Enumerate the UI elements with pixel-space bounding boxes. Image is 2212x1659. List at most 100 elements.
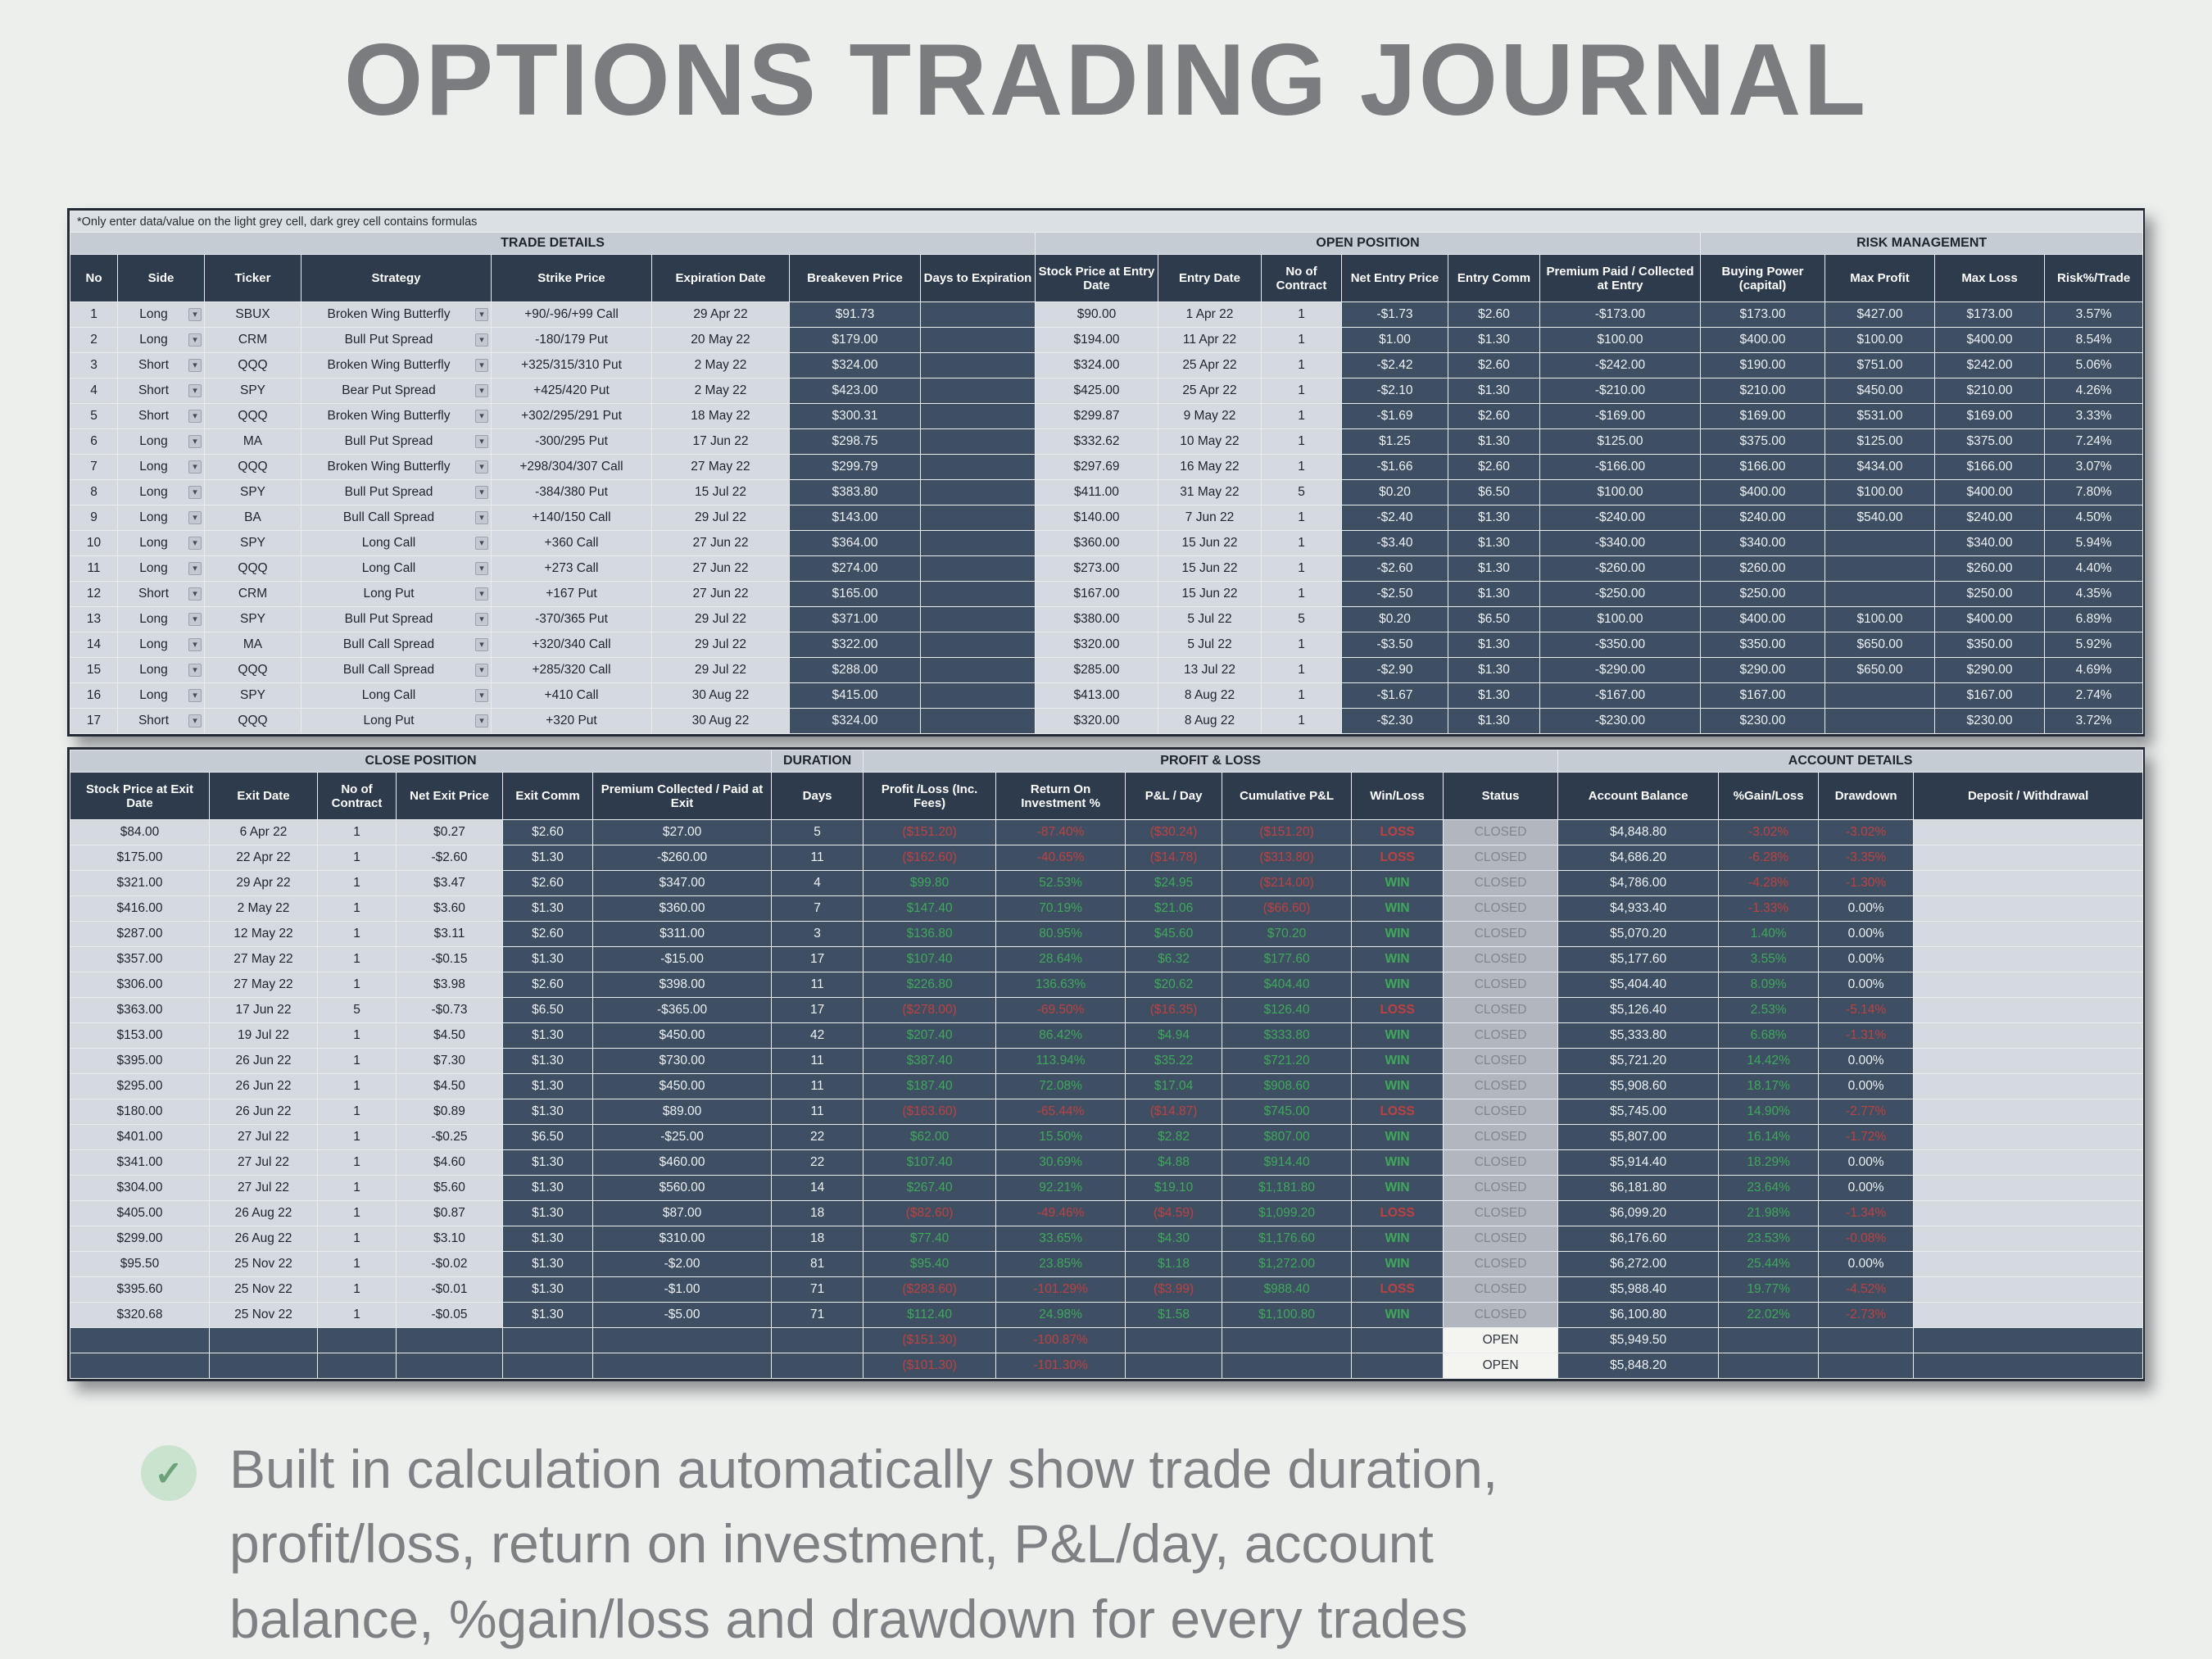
cell-ticker[interactable]: CRM (204, 327, 301, 354)
cell-ticker[interactable]: CRM (204, 581, 301, 608)
cell-net-exit-price[interactable]: $4.60 (396, 1149, 503, 1176)
cell-no[interactable]: 13 (70, 606, 118, 633)
dropdown-arrow-icon[interactable]: ▾ (188, 613, 202, 627)
cell-contracts[interactable]: 1 (317, 845, 397, 872)
cell-expiration-date[interactable]: 30 Aug 22 (651, 708, 790, 735)
cell-net-exit-price[interactable]: $0.87 (396, 1200, 503, 1227)
dropdown-arrow-icon[interactable]: ▾ (475, 714, 488, 728)
cell-exit-date[interactable]: 26 Jun 22 (209, 1073, 318, 1100)
cell-stock-price-entry[interactable]: $299.87 (1035, 403, 1158, 430)
cell-side[interactable]: Long ▾ (117, 454, 205, 481)
cell-stock-price-exit[interactable]: $84.00 (70, 819, 210, 846)
cell-contracts[interactable]: 1 (317, 1073, 397, 1100)
dropdown-arrow-icon[interactable]: ▾ (475, 511, 488, 525)
cell-side[interactable]: Long ▾ (117, 301, 205, 329)
cell-exit-date[interactable]: 17 Jun 22 (209, 997, 318, 1024)
dropdown-arrow-icon[interactable]: ▾ (475, 613, 488, 627)
cell-contracts[interactable]: 1 (317, 1048, 397, 1075)
cell-exit-date[interactable]: 27 May 22 (209, 972, 318, 999)
cell-deposit-withdrawal[interactable] (1913, 819, 2144, 846)
cell-contracts[interactable]: 1 (1261, 682, 1342, 709)
cell-strike-price[interactable]: +410 Call (491, 682, 652, 709)
cell-exit-date[interactable]: 27 Jul 22 (209, 1175, 318, 1202)
cell-contracts[interactable]: 1 (1261, 632, 1342, 659)
cell-contracts[interactable]: 1 (1261, 378, 1342, 405)
cell-strike-price[interactable]: +302/295/291 Put (491, 403, 652, 430)
cell-contracts[interactable]: 1 (317, 1124, 397, 1151)
cell-no[interactable]: 15 (70, 657, 118, 684)
dropdown-arrow-icon[interactable]: ▾ (475, 308, 488, 322)
cell-expiration-date[interactable]: 29 Jul 22 (651, 632, 790, 659)
cell-stock-price-exit[interactable]: $401.00 (70, 1124, 210, 1151)
dropdown-arrow-icon[interactable]: ▾ (188, 537, 202, 551)
cell-contracts[interactable]: 1 (317, 1099, 397, 1126)
cell-no[interactable]: 2 (70, 327, 118, 354)
cell-strategy[interactable]: Bull Put Spread ▾ (301, 327, 492, 354)
cell-ticker[interactable]: QQQ (204, 708, 301, 735)
cell-side[interactable]: Long ▾ (117, 632, 205, 659)
cell-strike-price[interactable]: +325/315/310 Put (491, 352, 652, 379)
cell-deposit-withdrawal[interactable] (1913, 1175, 2144, 1202)
cell-strategy[interactable]: Bull Put Spread ▾ (301, 606, 492, 633)
cell-strike-price[interactable]: +298/304/307 Call (491, 454, 652, 481)
dropdown-arrow-icon[interactable]: ▾ (475, 664, 488, 678)
cell-stock-price-exit[interactable]: $416.00 (70, 895, 210, 922)
cell-stock-price-exit[interactable]: $304.00 (70, 1175, 210, 1202)
cell-exit-date[interactable]: 26 Jun 22 (209, 1048, 318, 1075)
cell-ticker[interactable]: QQQ (204, 454, 301, 481)
cell-stock-price-entry[interactable]: $273.00 (1035, 555, 1158, 582)
cell-ticker[interactable]: SPY (204, 378, 301, 405)
cell-ticker[interactable]: SPY (204, 682, 301, 709)
cell-expiration-date[interactable]: 29 Jul 22 (651, 505, 790, 532)
cell-strategy[interactable]: Long Call ▾ (301, 530, 492, 557)
cell-exit-date[interactable]: 6 Apr 22 (209, 819, 318, 846)
cell-exit-date[interactable]: 27 May 22 (209, 946, 318, 973)
cell-no[interactable]: 7 (70, 454, 118, 481)
cell-deposit-withdrawal[interactable] (1913, 1226, 2144, 1253)
cell-strategy[interactable]: Broken Wing Butterfly ▾ (301, 352, 492, 379)
cell-strategy[interactable]: Long Call ▾ (301, 682, 492, 709)
cell-net-exit-price[interactable]: $0.27 (396, 819, 503, 846)
cell-no[interactable]: 8 (70, 479, 118, 506)
cell-side[interactable]: Long ▾ (117, 505, 205, 532)
dropdown-arrow-icon[interactable]: ▾ (188, 486, 202, 500)
cell-exit-date[interactable]: 26 Aug 22 (209, 1200, 318, 1227)
dropdown-arrow-icon[interactable]: ▾ (188, 689, 202, 703)
cell-deposit-withdrawal[interactable] (1913, 1200, 2144, 1227)
cell-contracts[interactable]: 1 (317, 1276, 397, 1303)
cell-stock-price-exit[interactable]: $357.00 (70, 946, 210, 973)
cell-contracts[interactable]: 1 (1261, 708, 1342, 735)
cell-exit-date[interactable]: 2 May 22 (209, 895, 318, 922)
cell-contracts[interactable]: 1 (317, 895, 397, 922)
cell-net-exit-price[interactable]: -$0.73 (396, 997, 503, 1024)
cell-contracts[interactable]: 1 (317, 921, 397, 948)
dropdown-arrow-icon[interactable]: ▾ (475, 359, 488, 373)
cell-no[interactable]: 17 (70, 708, 118, 735)
cell-entry-date[interactable]: 5 Jul 22 (1158, 632, 1262, 659)
dropdown-arrow-icon[interactable]: ▾ (188, 384, 202, 398)
cell-exit-date[interactable]: 22 Apr 22 (209, 845, 318, 872)
cell-strategy[interactable]: Bull Call Spread ▾ (301, 657, 492, 684)
cell-stock-price-exit[interactable]: $299.00 (70, 1226, 210, 1253)
cell-side[interactable]: Long ▾ (117, 555, 205, 582)
cell-exit-date[interactable]: 12 May 22 (209, 921, 318, 948)
cell-contracts[interactable]: 1 (1261, 555, 1342, 582)
cell-contracts[interactable]: 1 (1261, 505, 1342, 532)
dropdown-arrow-icon[interactable]: ▾ (188, 562, 202, 576)
cell-expiration-date[interactable]: 18 May 22 (651, 403, 790, 430)
cell-contracts[interactable]: 1 (1261, 301, 1342, 329)
cell-expiration-date[interactable]: 29 Apr 22 (651, 301, 790, 329)
cell-net-exit-price[interactable]: $3.10 (396, 1226, 503, 1253)
cell-exit-date[interactable]: 19 Jul 22 (209, 1022, 318, 1049)
cell-stock-price-exit[interactable]: $320.68 (70, 1302, 210, 1329)
cell-contracts[interactable]: 1 (317, 972, 397, 999)
cell-stock-price-entry[interactable]: $324.00 (1035, 352, 1158, 379)
dropdown-arrow-icon[interactable]: ▾ (188, 308, 202, 322)
cell-entry-date[interactable]: 8 Aug 22 (1158, 708, 1262, 735)
cell-net-exit-price[interactable]: $3.11 (396, 921, 503, 948)
cell-entry-date[interactable]: 15 Jun 22 (1158, 555, 1262, 582)
cell-stock-price-exit[interactable]: $175.00 (70, 845, 210, 872)
cell-strategy[interactable]: Long Put ▾ (301, 708, 492, 735)
cell-net-exit-price[interactable]: -$2.60 (396, 845, 503, 872)
dropdown-arrow-icon[interactable]: ▾ (188, 511, 202, 525)
